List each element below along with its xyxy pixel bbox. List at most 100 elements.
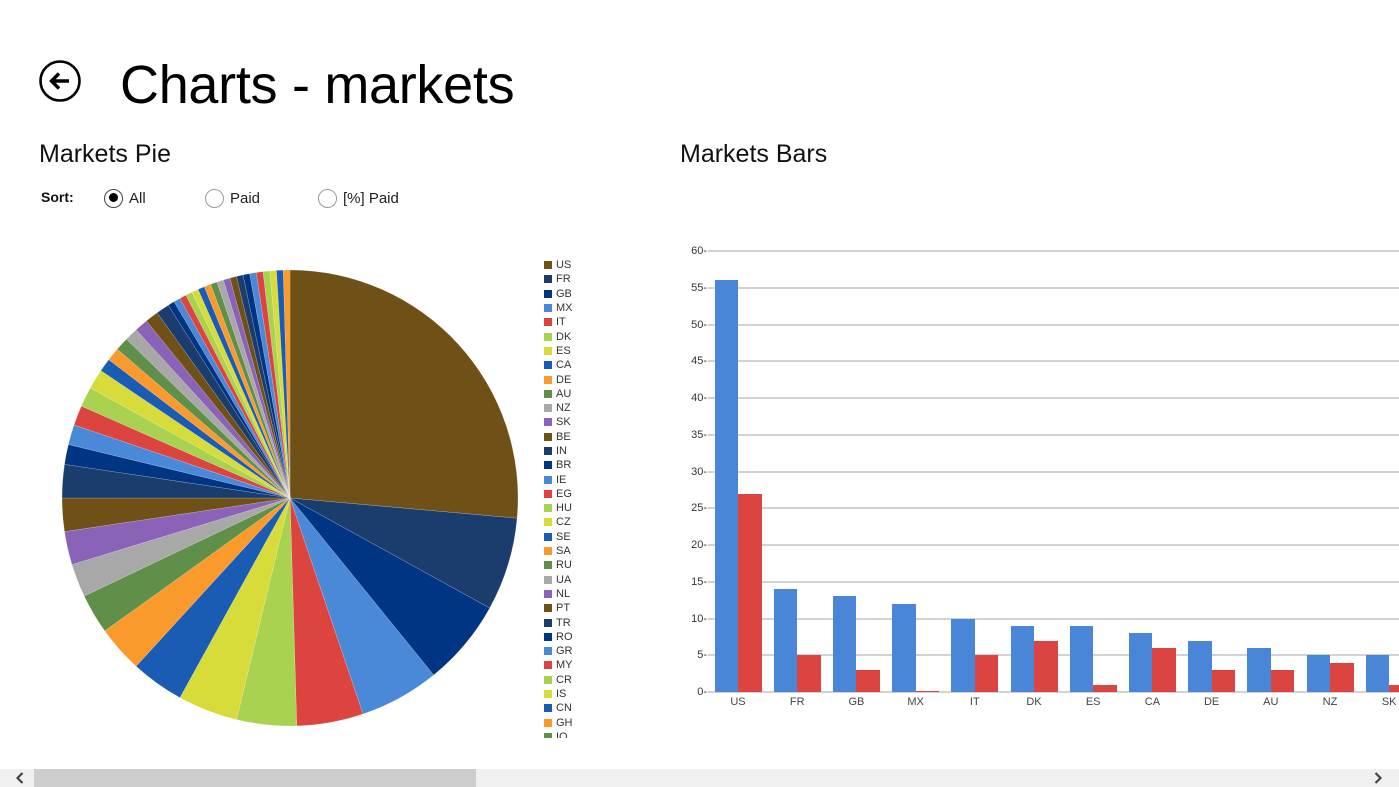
legend-label: IE [556, 473, 567, 486]
legend-item: AU [544, 387, 614, 401]
legend-item: CN [544, 701, 614, 715]
bar-gb-series-2 [856, 669, 880, 692]
legend-swatch [544, 289, 552, 298]
legend-swatch [544, 275, 552, 284]
pie-slice-dk [236, 497, 298, 727]
scroll-left-button[interactable] [10, 769, 30, 787]
pie-slice-sk [64, 497, 291, 565]
legend-swatch [544, 732, 552, 738]
legend-swatch [544, 389, 552, 398]
legend-item: CR [544, 673, 614, 687]
legend-swatch [544, 504, 552, 513]
legend-item: DE [544, 372, 614, 386]
legend-item: SA [544, 544, 614, 558]
legend-item: CZ [544, 515, 614, 529]
legend-label: DK [556, 330, 572, 343]
pie-slice-eg [73, 405, 291, 499]
legend-swatch [544, 489, 552, 498]
legend-label: IQ [556, 730, 568, 738]
scrollbar-thumb[interactable] [34, 769, 476, 787]
legend-label: US [556, 259, 572, 272]
bar-au-series-2 [1270, 669, 1295, 692]
legend-label: TR [556, 616, 571, 629]
pie-slice-br [64, 444, 291, 499]
legend-label: BR [556, 459, 572, 472]
horizontal-scrollbar[interactable] [0, 769, 1399, 787]
pie-slice-au [83, 497, 291, 632]
gridline [708, 433, 1399, 436]
gridline [708, 617, 1399, 620]
legend-label: CR [556, 673, 572, 686]
page-title: Charts - markets [120, 55, 515, 115]
legend-label: SE [556, 530, 571, 543]
pie-slice-iq [210, 281, 291, 499]
legend-item: SK [544, 415, 614, 429]
y-axis-tick-label: 0- [697, 686, 707, 698]
legend-label: PT [556, 602, 571, 615]
legend-label: UA [556, 573, 572, 586]
gridline [708, 544, 1399, 546]
pie-slice-cn [197, 286, 291, 499]
pie-slice-pt [145, 312, 291, 499]
gridline [708, 507, 1399, 510]
legend-item: EG [544, 487, 614, 501]
pie-slice-in [61, 464, 291, 499]
y-axis-tick-label: 20- [691, 539, 707, 551]
legend-label: ES [556, 344, 571, 357]
bar-us-series-2 [738, 493, 762, 692]
legend-item: IS [544, 687, 614, 701]
bar-au-series-1 [1247, 647, 1271, 692]
legend-swatch [544, 647, 552, 656]
radio-circle[interactable] [104, 188, 123, 208]
legend-swatch [544, 690, 552, 699]
pie-slice-nz [71, 497, 291, 597]
sort-radio-all[interactable]: All [104, 187, 146, 209]
back-button[interactable] [38, 59, 82, 103]
legend-item: NL [544, 587, 614, 601]
pie-slice [249, 272, 291, 499]
bar-ca-series-2 [1152, 647, 1176, 692]
legend-swatch [544, 518, 552, 527]
pie-slice [236, 274, 291, 499]
legend-label: BE [556, 430, 571, 443]
pie-slice [216, 279, 291, 499]
sort-radio-percent-paid[interactable]: [%] Paid [318, 187, 399, 209]
pie-slice-mx [289, 497, 435, 715]
bar-nz-series-2 [1330, 662, 1354, 692]
legend-item: IE [544, 472, 614, 486]
chevron-right-icon [1374, 772, 1383, 784]
y-axis-tick-label: 40- [691, 392, 707, 404]
legend-label: AU [556, 387, 572, 400]
y-axis-tick-label: 15- [691, 575, 707, 588]
scroll-right-button[interactable] [1368, 769, 1388, 787]
legend-item: BR [544, 458, 614, 472]
gridline [708, 323, 1399, 326]
legend-label: MY [556, 659, 573, 672]
bar-fr-series-2 [797, 655, 821, 692]
legend-label: IS [556, 688, 567, 701]
legend-item: RO [544, 630, 614, 644]
x-axis-category-label: CA [1144, 696, 1161, 708]
legend-swatch [544, 561, 552, 570]
legend-label: GR [556, 645, 573, 658]
legend-item: SE [544, 530, 614, 544]
legend-item: CA [544, 358, 614, 372]
legend-label: RO [556, 630, 573, 643]
legend-item: NZ [544, 401, 614, 415]
legend-swatch [544, 604, 552, 613]
legend-label: MX [556, 302, 573, 315]
legend-item: GR [544, 644, 614, 658]
radio-circle[interactable] [205, 188, 224, 208]
radio-circle[interactable] [318, 188, 337, 208]
radio-label: [%] Paid [343, 189, 399, 207]
pie-slice-cz [89, 370, 291, 499]
bar-nz-series-1 [1306, 655, 1330, 692]
legend-swatch [544, 575, 552, 584]
chevron-left-icon [15, 772, 24, 784]
legend-label: NZ [556, 402, 571, 415]
legend-swatch [544, 432, 552, 441]
legend-swatch [544, 675, 552, 684]
sort-label: Sort: [41, 189, 74, 205]
y-axis-tick-label: 50- [691, 318, 707, 331]
sort-radio-paid[interactable]: Paid [205, 187, 260, 209]
